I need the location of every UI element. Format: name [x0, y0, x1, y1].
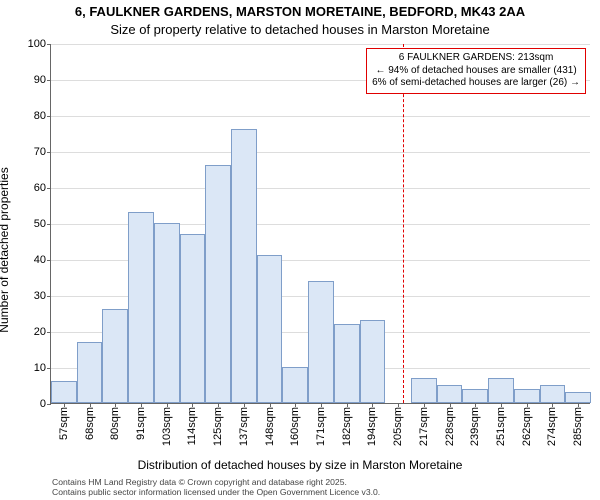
y-tick-label: 50 — [34, 218, 51, 230]
gridline — [51, 116, 590, 117]
x-tick-label: 80sqm — [109, 407, 121, 440]
histogram-bar — [102, 309, 128, 403]
x-tick-label: 148sqm — [264, 407, 276, 446]
histogram-bar — [180, 234, 206, 403]
histogram-bar — [488, 378, 514, 403]
x-tick-label: 285sqm — [572, 407, 584, 446]
histogram-bar — [411, 378, 437, 403]
property-marker-line — [403, 44, 404, 403]
property-annotation-box: 6 FAULKNER GARDENS: 213sqm ← 94% of deta… — [366, 48, 586, 94]
y-tick-label: 70 — [34, 146, 51, 158]
x-tick-label: 217sqm — [418, 407, 430, 446]
footer-line-2: Contains public sector information licen… — [52, 488, 380, 498]
x-axis-label: Distribution of detached houses by size … — [0, 458, 600, 472]
histogram-bar — [51, 381, 77, 403]
gridline — [51, 152, 590, 153]
y-tick-label: 40 — [34, 254, 51, 266]
histogram-bar — [565, 392, 591, 403]
y-axis-label: Number of detached properties — [0, 167, 11, 332]
x-tick-label: 228sqm — [444, 407, 456, 446]
y-tick-label: 80 — [34, 110, 51, 122]
y-tick-label: 10 — [34, 362, 51, 374]
x-tick-label: 68sqm — [84, 407, 96, 440]
y-tick-label: 0 — [40, 398, 51, 410]
x-tick-label: 251sqm — [495, 407, 507, 446]
annotation-smaller-line: ← 94% of detached houses are smaller (43… — [372, 65, 580, 78]
x-tick-label: 137sqm — [238, 407, 250, 446]
x-tick-label: 114sqm — [186, 407, 198, 445]
y-tick-label: 60 — [34, 182, 51, 194]
histogram-bar — [462, 389, 488, 403]
histogram-bar — [540, 385, 566, 403]
x-tick-label: 160sqm — [289, 407, 301, 446]
y-tick-label: 20 — [34, 326, 51, 338]
histogram-bar — [437, 385, 463, 403]
x-tick-label: 262sqm — [521, 407, 533, 446]
x-tick-label: 171sqm — [315, 407, 327, 446]
histogram-bar — [154, 223, 180, 403]
y-tick-label: 90 — [34, 74, 51, 86]
gridline — [51, 188, 590, 189]
annotation-property-line: 6 FAULKNER GARDENS: 213sqm — [372, 52, 580, 65]
x-tick-label: 57sqm — [58, 407, 70, 440]
histogram-bar — [128, 212, 154, 403]
x-tick-label: 182sqm — [341, 407, 353, 446]
histogram-bar — [257, 255, 283, 403]
x-tick-label: 274sqm — [546, 407, 558, 446]
gridline — [51, 44, 590, 45]
x-tick-label: 239sqm — [469, 407, 481, 446]
annotation-larger-line: 6% of semi-detached houses are larger (2… — [372, 77, 580, 90]
histogram-bar — [334, 324, 360, 403]
histogram-bar — [308, 281, 334, 403]
chart-title-address: 6, FAULKNER GARDENS, MARSTON MORETAINE, … — [0, 4, 600, 19]
chart-title-description: Size of property relative to detached ho… — [0, 22, 600, 37]
footer-attribution: Contains HM Land Registry data © Crown c… — [52, 478, 380, 498]
histogram-bar — [231, 129, 257, 403]
histogram-bar — [205, 165, 231, 403]
x-tick-label: 205sqm — [392, 407, 404, 446]
y-tick-label: 30 — [34, 290, 51, 302]
x-tick-label: 125sqm — [212, 407, 224, 446]
histogram-bar — [282, 367, 308, 403]
histogram-bar — [77, 342, 103, 403]
histogram-bar — [514, 389, 540, 403]
y-tick-label: 100 — [28, 38, 51, 50]
histogram-plot-area: 010203040506070809010057sqm68sqm80sqm91s… — [50, 44, 590, 404]
histogram-bar — [360, 320, 386, 403]
x-tick-label: 103sqm — [161, 407, 173, 446]
x-tick-label: 194sqm — [366, 407, 378, 446]
x-tick-label: 91sqm — [135, 407, 147, 440]
